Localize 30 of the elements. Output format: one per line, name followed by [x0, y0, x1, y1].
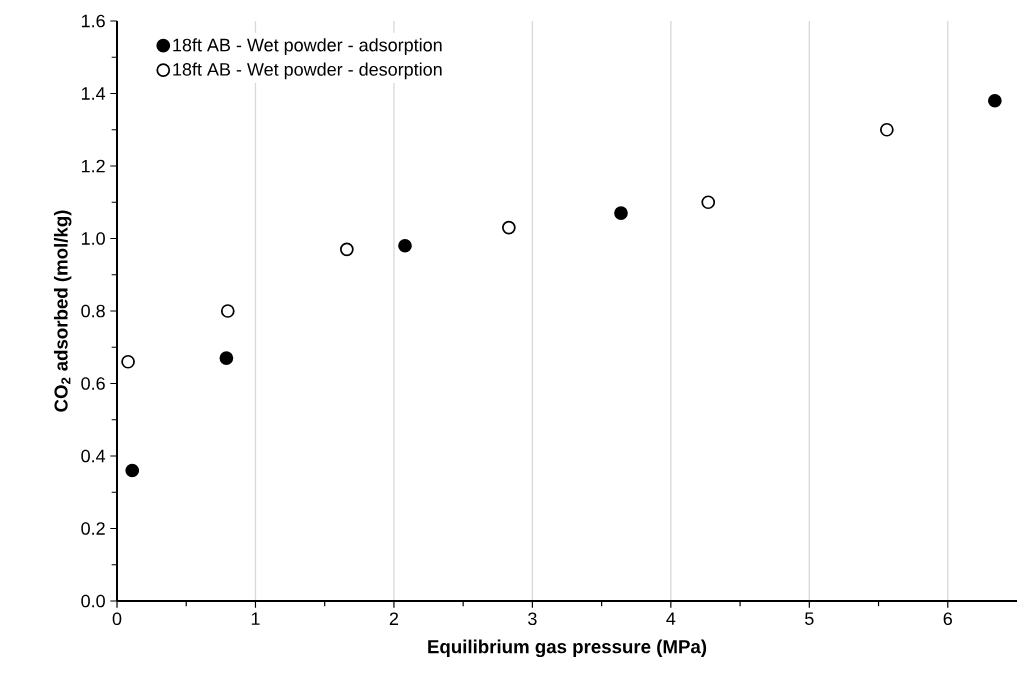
- x-tick-label: 3: [528, 612, 537, 626]
- point: [339, 242, 354, 257]
- x-tick-label: 6: [943, 612, 952, 626]
- y-tick-label: 0.2: [81, 522, 105, 535]
- point: [501, 220, 516, 235]
- y-tick-label: 1.2: [81, 159, 105, 173]
- x-tick-label: 4: [666, 612, 676, 625]
- y-tick-label: 0.4: [81, 449, 106, 463]
- x-tick-label: 0: [112, 612, 122, 626]
- y-tick-label: 0.6: [81, 377, 105, 390]
- point: [220, 304, 235, 318]
- point: [879, 122, 894, 137]
- legend-label: 18ft AB - Wet powder - adsorption: [173, 38, 442, 55]
- y-tick-label: 0.0: [81, 594, 105, 608]
- point: [701, 195, 716, 210]
- x-tick-label: 1: [251, 612, 260, 625]
- y-tick-label: 1.0: [81, 232, 105, 245]
- y-tick-label: 0.8: [81, 304, 105, 318]
- x-axis-title: Equilibrium gas pressure (MPa): [428, 639, 707, 658]
- point: [614, 206, 628, 220]
- point: [125, 463, 140, 478]
- y-tick-label: 1.4: [81, 87, 106, 100]
- x-tick-label: 5: [805, 612, 814, 625]
- point: [398, 238, 412, 253]
- y-tick-label: 1.6: [81, 14, 105, 28]
- legend-label: 18ft AB - Wet powder - desorption: [173, 62, 442, 80]
- x-tick-label: 2: [389, 612, 399, 625]
- point: [121, 354, 135, 369]
- point: [219, 351, 234, 365]
- y-axis-title: CO$_{2}$ adsorbed (mol/kg): [53, 210, 72, 412]
